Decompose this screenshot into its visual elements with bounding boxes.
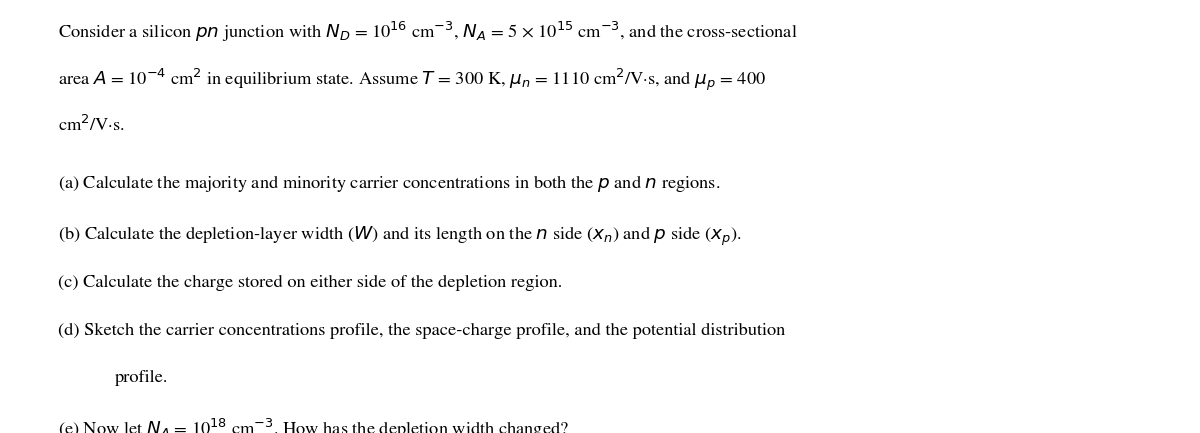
Text: profile.: profile. [115, 370, 168, 386]
Text: (d) Sketch the carrier concentrations profile, the space-charge profile, and the: (d) Sketch the carrier concentrations pr… [58, 323, 785, 339]
Text: Consider a silicon $pn$ junction with $N_D$ = 10$^{16}$ cm$^{-3}$, $N_A$ = 5 × 1: Consider a silicon $pn$ junction with $N… [58, 19, 797, 44]
Text: (a) Calculate the majority and minority carrier concentrations in both the $p$ a: (a) Calculate the majority and minority … [58, 173, 720, 194]
Text: (b) Calculate the depletion-layer width ($W$) and its length on the $n$ side ($x: (b) Calculate the depletion-layer width … [58, 225, 740, 249]
Text: area $A$ = 10$^{-4}$ cm$^2$ in equilibrium state. Assume $T$ = 300 K, $\mu_n$ = : area $A$ = 10$^{-4}$ cm$^2$ in equilibri… [58, 67, 766, 94]
Text: (c) Calculate the charge stored on either side of the depletion region.: (c) Calculate the charge stored on eithe… [58, 275, 562, 291]
Text: (e) Now let $N_A$ = 10$^{18}$ cm$^{-3}$. How has the depletion width changed?: (e) Now let $N_A$ = 10$^{18}$ cm$^{-3}$.… [58, 417, 569, 433]
Text: cm$^2$/V·s.: cm$^2$/V·s. [58, 115, 125, 135]
